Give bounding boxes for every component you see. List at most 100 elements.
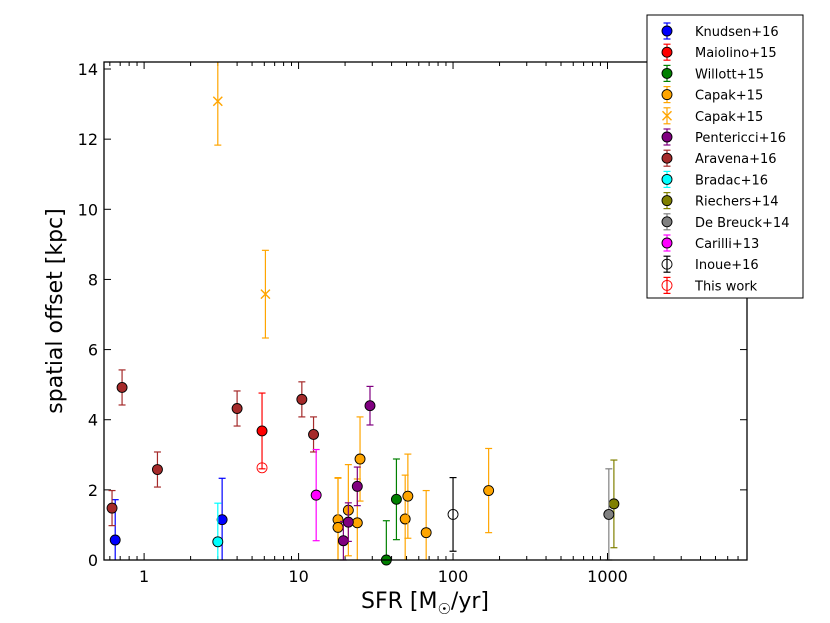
legend-marker (661, 89, 673, 101)
data-point (402, 490, 414, 502)
legend-label: De Breuck+14 (695, 216, 789, 231)
legend-marker (661, 173, 673, 185)
data-point (116, 382, 128, 393)
series-bradac-16 (212, 502, 224, 560)
data-point (351, 480, 363, 492)
series-this-work (256, 462, 268, 474)
data-point (483, 485, 495, 497)
legend-marker (661, 195, 673, 207)
data-point (106, 502, 118, 514)
legend-label: Capak+15 (695, 89, 763, 104)
legend-marker (661, 131, 673, 143)
legend-label: Inoue+16 (695, 258, 759, 273)
legend-entry-this-work: This work (661, 276, 758, 294)
legend-marker (661, 46, 673, 58)
legend-entry-riechers-14: Riechers+14 (661, 192, 779, 210)
y-tick-label: 14 (78, 60, 98, 79)
x-tick-label: 1000 (587, 567, 628, 586)
data-point (216, 514, 228, 526)
legend-marker (662, 110, 672, 121)
legend-label: Maiolino+15 (695, 46, 777, 61)
data-point (337, 535, 349, 547)
x-tick-label: 1 (139, 567, 149, 586)
x-tick-label: 100 (438, 567, 469, 586)
y-tick-label: 6 (88, 341, 98, 360)
legend-marker (661, 279, 673, 291)
data-point (256, 425, 268, 437)
axis-ticks: 1 10 100 1000 0 2 4 6 8 10 12 14 (78, 60, 748, 586)
data-point (256, 462, 268, 474)
data-point (151, 464, 163, 475)
axis-titles: SFR [M☉/yr] spatial offset [kpc] (43, 208, 489, 618)
data-point (603, 508, 615, 520)
legend-label: Willott+15 (695, 67, 764, 82)
legend-entry-carilli-13: Carilli+13 (661, 234, 759, 252)
x-axis-title-sun-symbol: ☉ (437, 600, 450, 618)
series-knudsen-16 (109, 477, 228, 560)
series-pentericci-16 (337, 385, 376, 561)
legend: Knudsen+16 Maiolino+15 Willott+15 Capak+15 C… (646, 14, 804, 299)
legend-box (646, 14, 804, 299)
data-point (351, 517, 363, 529)
x-axis-title-tail: /yr] (451, 589, 489, 614)
legend-entry-bradac-16: Bradac+16 (661, 170, 768, 188)
plot-area (104, 62, 747, 560)
series-riechers-14 (608, 459, 620, 549)
series-capak-15 (332, 416, 495, 560)
legend-entry-pentericci-16: Pentericci+16 (661, 128, 786, 146)
series-carilli-13 (310, 448, 322, 542)
series-aravena-16 (106, 369, 319, 527)
data-point (447, 508, 459, 520)
legend-marker (661, 237, 673, 249)
series-capak-15-cross (212, 61, 271, 339)
legend-label: Carilli+13 (695, 237, 759, 252)
legend-marker (661, 216, 673, 228)
data-point (212, 96, 223, 107)
legend-entry-maiolino-15: Maiolino+15 (661, 43, 777, 61)
plot-frame (103, 61, 748, 561)
legend-marker (661, 258, 673, 270)
legend-label: Bradac+16 (695, 173, 768, 188)
data-point (364, 400, 376, 412)
data-point (308, 428, 319, 440)
data-point (260, 289, 271, 300)
data-point (212, 536, 224, 548)
data-point (420, 527, 432, 539)
y-tick-label: 8 (88, 270, 98, 289)
x-axis-title-main: SFR [M (361, 589, 437, 614)
legend-label: Pentericci+16 (695, 131, 786, 146)
data-point (608, 498, 620, 510)
legend-entry-knudsen-16: Knudsen+16 (661, 22, 779, 40)
legend-label: Knudsen+16 (695, 25, 779, 40)
data-point (332, 521, 344, 533)
legend-entry-aravena-16: Aravena+16 (661, 149, 777, 167)
legend-entry-de-breuck-14: De Breuck+14 (661, 213, 789, 231)
data-point (310, 489, 322, 501)
legend-label: This work (694, 279, 758, 294)
data-point (296, 393, 308, 405)
y-tick-label: 12 (78, 130, 98, 149)
legend-label: Capak+15 (695, 110, 763, 125)
y-axis-title: spatial offset [kpc] (43, 208, 68, 413)
x-axis-title: SFR [M☉/yr] (361, 589, 489, 618)
data-point (109, 534, 121, 546)
legend-label: Riechers+14 (695, 195, 779, 210)
y-tick-label: 4 (88, 411, 98, 430)
data-point (342, 516, 354, 528)
series-maiolino-15 (256, 392, 268, 470)
x-tick-label: 10 (288, 567, 308, 586)
legend-entry-capak-15: Capak+15 (661, 85, 763, 104)
y-tick-label: 2 (88, 481, 98, 500)
data-point (399, 513, 411, 525)
legend-marker (661, 67, 673, 79)
data-series (106, 61, 620, 566)
legend-entry-willott-15: Willott+15 (661, 64, 764, 82)
series-inoue-16 (447, 476, 459, 552)
data-point (354, 453, 366, 465)
legend-entry-capak-15-cross: Capak+15 (662, 107, 763, 125)
legend-entry-inoue-16: Inoue+16 (661, 255, 759, 273)
legend-marker (661, 25, 673, 37)
legend-marker (661, 152, 673, 164)
y-tick-label: 10 (78, 200, 98, 219)
